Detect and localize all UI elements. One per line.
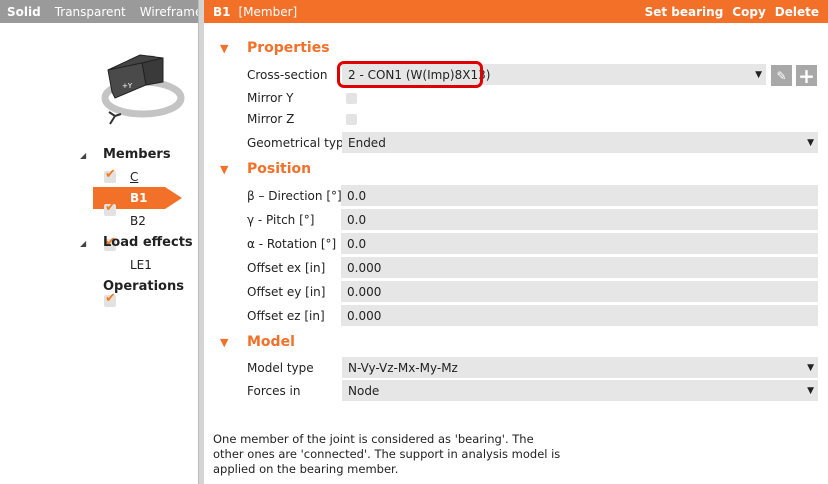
- model-type-select[interactable]: N-Vy-Vz-Mx-My-Mz ▼: [342, 357, 818, 378]
- edit-pencil-icon[interactable]: ✎: [771, 65, 792, 86]
- model-type-label: Model type: [247, 361, 314, 375]
- model-collapse-icon[interactable]: ▼: [220, 336, 229, 349]
- geometrical-type-value: Ended: [348, 135, 386, 150]
- mirror-y-checkbox[interactable]: [346, 93, 357, 104]
- geometrical-type-label: Geometrical type: [247, 136, 351, 150]
- set-bearing-button[interactable]: Set bearing: [644, 4, 724, 19]
- members-collapse-icon[interactable]: ◢: [80, 151, 87, 160]
- properties-section-title: Properties: [247, 40, 330, 56]
- mirror-z-checkbox[interactable]: [346, 114, 357, 125]
- position-row-label: γ - Pitch [°]: [247, 213, 315, 227]
- view-solid[interactable]: Solid: [7, 4, 41, 19]
- geometrical-type-select[interactable]: Ended ▼: [342, 132, 818, 153]
- copy-button[interactable]: Copy: [732, 4, 766, 19]
- dropdown-arrow-icon: ▼: [807, 362, 814, 373]
- position-row-label: Offset ey [in]: [247, 285, 326, 299]
- tree-group-load-effects[interactable]: Load effects: [103, 235, 193, 250]
- cross-section-label: Cross-section: [247, 68, 328, 82]
- add-plus-icon[interactable]: +: [796, 64, 817, 88]
- highlight-box: [337, 61, 483, 88]
- forces-in-value: Node: [348, 383, 380, 398]
- load-effects-collapse-icon[interactable]: ◢: [80, 239, 87, 248]
- tree-item-b1[interactable]: B1: [130, 191, 148, 205]
- position-row-label: Offset ex [in]: [247, 261, 326, 275]
- member-type: [Member]: [238, 4, 298, 19]
- position-row-input[interactable]: 0.000: [341, 281, 818, 302]
- position-collapse-icon[interactable]: ▼: [220, 163, 229, 176]
- cross-section-value: 2 - CON1 (W(Imp)8X13): [348, 67, 491, 82]
- member-c-checkbox[interactable]: [104, 167, 116, 183]
- position-row-label: Offset ez [in]: [247, 309, 325, 323]
- svg-text:+Y: +Y: [122, 82, 133, 90]
- dropdown-arrow-icon: ▼: [807, 385, 814, 396]
- position-row-value: 0.000: [347, 308, 382, 323]
- model-type-value: N-Vy-Vz-Mx-My-Mz: [348, 360, 458, 375]
- position-row-value: 0.0: [347, 188, 367, 203]
- position-row-input[interactable]: 0.0: [341, 209, 818, 230]
- view-mode-bar: Solid Transparent Wireframe: [0, 0, 202, 23]
- position-row-value: 0.0: [347, 212, 367, 227]
- forces-in-label: Forces in: [247, 384, 301, 398]
- member-b2-checkbox[interactable]: [104, 235, 116, 251]
- position-row-input[interactable]: 0.000: [341, 305, 818, 326]
- tree-group-operations[interactable]: Operations: [103, 279, 184, 294]
- cross-section-select[interactable]: 2 - CON1 (W(Imp)8X13) ▼: [342, 64, 766, 85]
- position-row-label: α - Rotation [°]: [247, 237, 337, 251]
- view-cube-icon[interactable]: +Y: [95, 52, 190, 130]
- le1-checkbox[interactable]: [104, 291, 116, 307]
- position-row-value: 0.000: [347, 260, 382, 275]
- position-row-input[interactable]: 0.0: [341, 185, 818, 206]
- tree-item-b2[interactable]: B2: [130, 214, 146, 228]
- view-wireframe[interactable]: Wireframe: [139, 4, 203, 19]
- selection-arrow: [165, 187, 182, 209]
- position-section-title: Position: [247, 161, 312, 177]
- properties-collapse-icon[interactable]: ▼: [220, 42, 229, 55]
- dropdown-arrow-icon: ▼: [755, 69, 762, 80]
- position-row-input[interactable]: 0.000: [341, 257, 818, 278]
- view-transparent[interactable]: Transparent: [54, 4, 126, 19]
- position-row-input[interactable]: 0.0: [341, 233, 818, 254]
- tree-item-c[interactable]: C: [130, 170, 139, 184]
- mirror-y-label: Mirror Y: [247, 91, 294, 105]
- bearing-info-note: One member of the joint is considered as…: [213, 432, 561, 476]
- mirror-z-label: Mirror Z: [247, 112, 295, 126]
- panel-splitter[interactable]: [198, 0, 204, 484]
- position-row-value: 0.000: [347, 284, 382, 299]
- forces-in-select[interactable]: Node ▼: [342, 380, 818, 401]
- member-b1-checkbox[interactable]: [104, 200, 116, 216]
- model-section-title: Model: [247, 334, 295, 350]
- position-row-value: 0.0: [347, 236, 367, 251]
- dropdown-arrow-icon: ▼: [807, 137, 814, 148]
- member-header: B1 [Member] Set bearing Copy Delete: [204, 0, 828, 23]
- tree-item-le1[interactable]: LE1: [130, 258, 152, 272]
- tree-group-members[interactable]: Members: [103, 147, 171, 162]
- member-name: B1: [213, 4, 231, 19]
- delete-button[interactable]: Delete: [774, 4, 819, 19]
- position-row-label: β – Direction [°]: [247, 189, 342, 203]
